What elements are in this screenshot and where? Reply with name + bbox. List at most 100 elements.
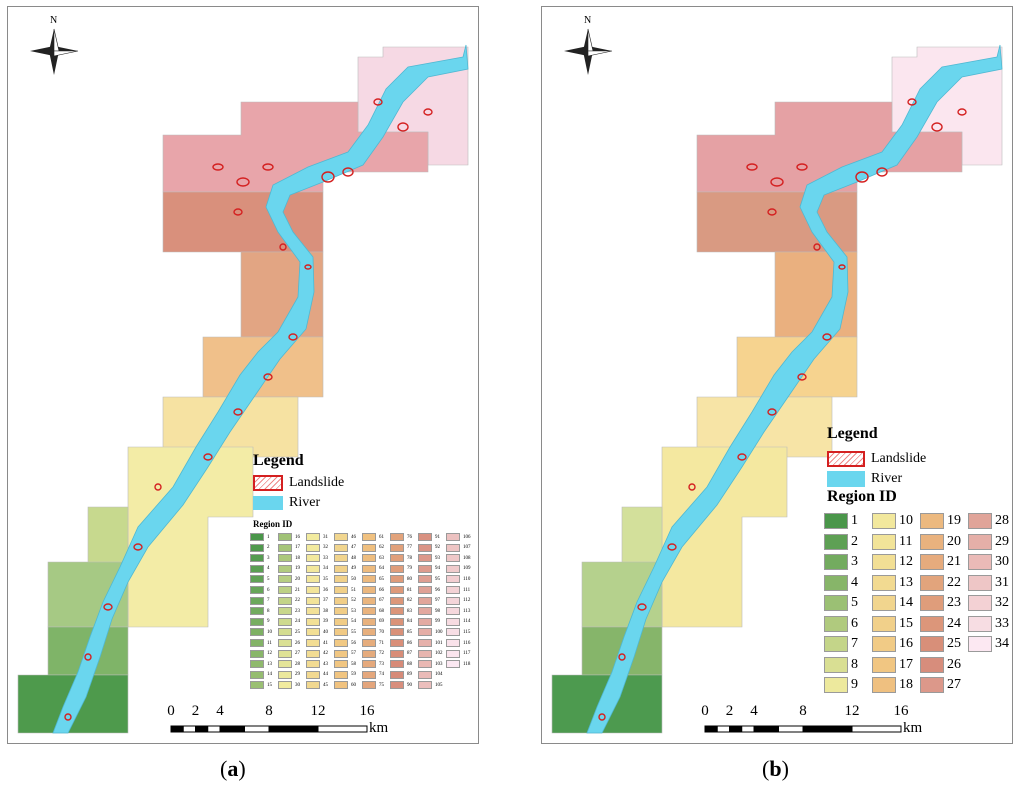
region-id-label: 5 (267, 576, 270, 582)
region-color-swatch (418, 607, 432, 616)
region-color-swatch (446, 586, 460, 594)
region-id-label: 70 (379, 629, 384, 635)
region-color-swatch (362, 575, 376, 584)
region-color-swatch (390, 596, 404, 605)
region-id-item: 16 (278, 533, 300, 541)
region-color-swatch (418, 681, 432, 690)
region-id-label: 100 (435, 629, 443, 635)
region-color-swatch (278, 670, 292, 679)
region-id-item: 9 (824, 677, 858, 693)
region-id-label: 9 (851, 677, 858, 692)
region-id-label: 33 (323, 555, 328, 561)
region-id-item: 39 (306, 617, 328, 626)
region-color-swatch (334, 670, 348, 679)
scale-segment (207, 725, 221, 733)
region-id-item: 19 (278, 564, 300, 573)
region-color-swatch (306, 681, 320, 690)
region-color-swatch (334, 660, 348, 669)
region-color-swatch (334, 617, 348, 626)
region-id-item: 5 (250, 575, 270, 584)
region-id-label: 52 (351, 598, 356, 604)
river-b (586, 44, 1003, 734)
region-id-item: 111 (446, 586, 470, 594)
region-id-label: 41 (323, 640, 328, 646)
region-id-label: 82 (407, 598, 412, 604)
region-id-label: 115 (463, 629, 471, 635)
scale-tick-label: 16 (359, 703, 375, 719)
region-id-label: 30 (295, 682, 300, 688)
region-color-swatch (968, 533, 992, 550)
region-id-item: 29 (968, 533, 1009, 550)
region-id-grid-b: 1 2 3 4 5 6 7 8 9 10 11 12 13 14 15 16 17 18 19 20 21 22 23 24 2… (824, 513, 1009, 699)
region-id-label: 55 (351, 629, 356, 635)
region-id-item: 20 (278, 575, 300, 584)
region-id-label: 67 (379, 598, 384, 604)
region-id-item: 15 (872, 615, 913, 632)
scale-tick-label: 2 (191, 703, 200, 719)
caption-letter: b (769, 756, 782, 781)
region-color-swatch (446, 617, 460, 626)
region-id-label: 101 (435, 640, 443, 646)
region-color-swatch (968, 513, 992, 529)
region-id-item: 25 (920, 636, 961, 652)
region-id-label: 106 (463, 534, 471, 540)
region-color-swatch (390, 660, 404, 669)
region-color-swatch (872, 574, 896, 591)
region-id-item: 1 (824, 513, 858, 529)
region-id-label: 1 (267, 534, 270, 540)
region-id-item: 24 (278, 617, 300, 626)
region-id-label: 3 (851, 554, 858, 569)
region-id-item: 58 (334, 660, 356, 669)
region-id-label: 45 (323, 682, 328, 688)
region-id-item: 65 (362, 575, 384, 584)
region-id-item: 69 (362, 617, 384, 626)
region-id-item: 100 (418, 628, 443, 637)
region-color-swatch (390, 607, 404, 616)
region-id-label: 39 (323, 619, 328, 625)
region-id-label: 35 (323, 576, 328, 582)
region-id-item: 45 (306, 681, 328, 690)
region-id-item: 72 (362, 649, 384, 658)
region-id-label: 53 (351, 608, 356, 614)
region-id-item: 118 (446, 660, 470, 669)
region-id-item: 6 (250, 586, 270, 594)
region-id-label: 87 (407, 651, 412, 657)
region-id-label: 112 (463, 598, 471, 604)
region-color-swatch (920, 615, 944, 632)
region-id-item: 108 (446, 554, 471, 563)
region-id-item: 71 (362, 639, 384, 647)
region-color-swatch (250, 554, 264, 563)
region-color-swatch (250, 681, 264, 690)
region-id-item: 23 (278, 607, 300, 616)
region-id-label: 68 (379, 608, 384, 614)
region-id-item: 38 (306, 607, 328, 616)
region-color-swatch (278, 543, 292, 552)
region-id-item: 61 (362, 533, 384, 541)
region-id-item: 17 (872, 656, 913, 673)
legend-river: River (827, 471, 902, 487)
region-color-swatch (418, 628, 432, 637)
region-id-item: 17 (278, 543, 300, 552)
region-color-swatch (446, 596, 460, 605)
region-color-swatch (390, 543, 404, 552)
region-color-swatch (446, 554, 460, 563)
caption-paren: ) (781, 756, 789, 781)
region-id-item: 57 (334, 649, 356, 658)
region-id-label: 54 (351, 619, 356, 625)
region-id-item: 7 (824, 636, 858, 652)
region-id-item: 87 (390, 649, 412, 658)
region-id-item: 115 (446, 628, 471, 637)
region-color-swatch (446, 607, 460, 616)
region-id-item: 67 (362, 596, 384, 605)
region-id-item: 37 (306, 596, 328, 605)
region-id-item: 15 (250, 681, 272, 690)
region-id-item: 18 (872, 677, 913, 693)
region-id-label: 98 (435, 608, 440, 614)
region-id-item: 94 (418, 564, 440, 573)
region-id-grid-a: 1 2 3 4 5 6 7 8 9 10 11 12 13 14 15 16 17 18 19 20 21 22 23 24 2… (250, 533, 475, 695)
region-id-label: 78 (407, 555, 412, 561)
region-id-label: 92 (435, 545, 440, 551)
region-color-swatch (306, 575, 320, 584)
scale-segment (182, 725, 196, 733)
